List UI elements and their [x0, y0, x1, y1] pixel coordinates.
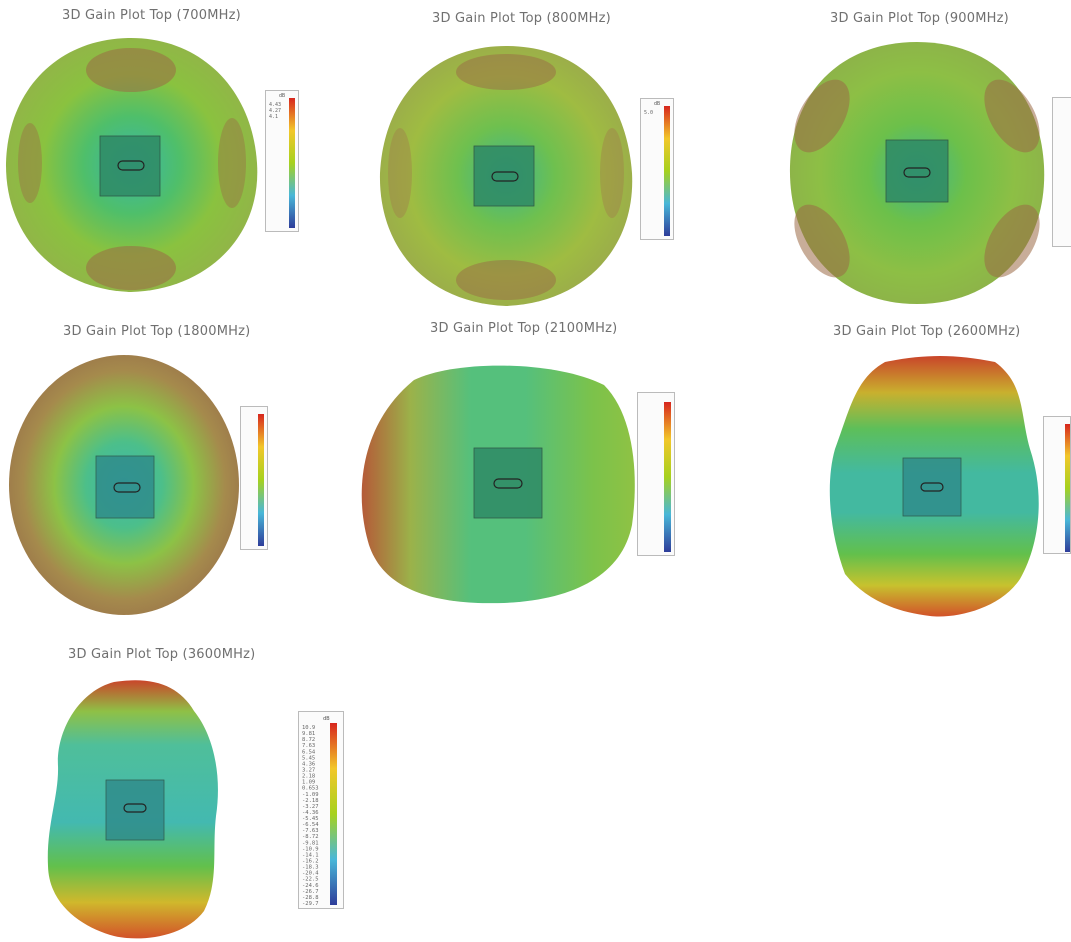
scale-label: 1.09 — [302, 780, 315, 786]
scale-label: -28.8 — [302, 895, 319, 901]
scale-label: -5.45 — [302, 816, 319, 822]
scale-label: 10.9 — [302, 725, 315, 731]
color-scale-bar — [240, 406, 268, 550]
scale-label: 4.27 — [269, 108, 281, 114]
color-scale-bar — [637, 392, 675, 556]
scale-label: 4.1 — [269, 114, 278, 120]
plot-title: 3D Gain Plot Top (1800MHz) — [63, 324, 251, 339]
scale-label: -14.1 — [302, 852, 319, 858]
plot-title: 3D Gain Plot Top (800MHz) — [432, 11, 611, 26]
scale-unit: dB — [279, 93, 285, 99]
scale-label: 5.0 — [644, 110, 653, 116]
scale-label: -8.72 — [302, 834, 319, 840]
scale-label: -3.27 — [302, 804, 319, 810]
scale-label: -4.36 — [302, 810, 319, 816]
scale-label: 6.54 — [302, 749, 316, 755]
radiation-pattern — [5, 38, 258, 292]
scale-label: -9.81 — [302, 840, 319, 846]
scale-label: -29.7 — [302, 901, 319, 907]
color-scale-bar: dB 5.0 — [640, 98, 674, 240]
radiation-pattern — [789, 42, 1045, 304]
radiation-pattern — [379, 46, 633, 306]
scale-label: 2.18 — [302, 774, 315, 780]
radiation-pattern — [361, 365, 635, 604]
color-scale-bar — [1052, 97, 1071, 247]
radiation-pattern — [9, 355, 239, 615]
plot-title: 3D Gain Plot Top (700MHz) — [62, 8, 241, 23]
color-scale-bar — [1043, 416, 1071, 554]
scale-label: -20.4 — [302, 871, 319, 877]
plot-title: 3D Gain Plot Top (2600MHz) — [833, 324, 1021, 339]
scale-label: 8.72 — [302, 737, 315, 743]
scale-label: 0.653 — [302, 786, 319, 792]
scale-label: 4.36 — [302, 761, 315, 767]
radiation-pattern — [47, 680, 218, 939]
scale-label: 3.27 — [302, 767, 315, 773]
plot-title: 3D Gain Plot Top (2100MHz) — [430, 321, 618, 336]
scale-label: 5.45 — [302, 755, 315, 761]
scale-label: 4.43 — [269, 102, 281, 108]
scale-labels: 10.99.818.727.636.545.454.363.272.181.09… — [302, 725, 319, 907]
plot-title: 3D Gain Plot Top (900MHz) — [830, 11, 1009, 26]
scale-unit: dB — [323, 716, 330, 722]
color-scale-bar: dB 4.43 4.27 4.1 — [265, 90, 299, 232]
scale-label: -22.5 — [302, 877, 319, 883]
color-scale-bar: dB 10.99.818.727.636.545.454.363.272.181… — [298, 711, 344, 909]
scale-label: -16.2 — [302, 859, 319, 865]
scale-label: -7.63 — [302, 828, 319, 834]
scale-label: -26.7 — [302, 889, 319, 895]
scale-label: -10.9 — [302, 846, 319, 852]
radiation-pattern — [829, 356, 1039, 617]
plot-title: 3D Gain Plot Top (3600MHz) — [68, 647, 256, 662]
scale-label: -24.6 — [302, 883, 319, 889]
scale-label: -2.18 — [302, 798, 319, 804]
scale-label: -18.3 — [302, 865, 319, 871]
scale-label: -6.54 — [302, 822, 319, 828]
scale-label: 7.63 — [302, 743, 315, 749]
scale-unit: dB — [654, 101, 660, 107]
scale-label: 9.81 — [302, 731, 315, 737]
scale-label: -1.09 — [302, 792, 319, 798]
